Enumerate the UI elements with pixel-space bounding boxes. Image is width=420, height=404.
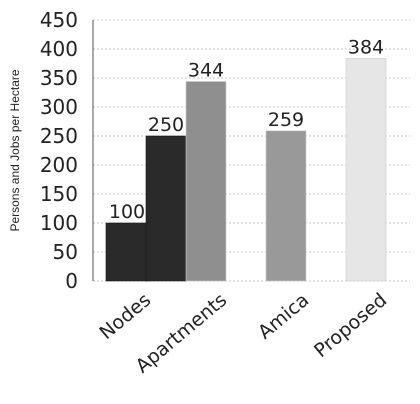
value-labels: 100 250 344 259 384 [109, 36, 384, 223]
category-label-amica: Amica [254, 289, 313, 344]
y-tick-label: 250 [40, 124, 78, 148]
bars [105, 57, 387, 282]
y-tick-label: 100 [40, 211, 78, 235]
bar-nodes-0 [105, 222, 149, 282]
bar-proposed-4 [345, 57, 387, 282]
category-label-proposed: Proposed [310, 289, 391, 362]
bar-apartments-2 [185, 81, 227, 282]
y-tick-labels: 0 50 100 150 200 250 300 350 400 450 [40, 8, 78, 293]
value-label: 100 [109, 201, 145, 223]
bar-amica-3 [265, 130, 307, 282]
category-label-nodes: Nodes [95, 289, 155, 344]
y-tick-label: 150 [40, 182, 78, 206]
y-tick-label: 350 [40, 66, 78, 90]
value-label: 250 [148, 114, 184, 136]
y-tick-label: 50 [53, 240, 78, 264]
y-axis-label: Persons and Jobs per Hectare [8, 69, 22, 231]
y-tick-label: 0 [65, 269, 78, 293]
value-label: 384 [348, 36, 384, 58]
bar-nodes-1 [145, 135, 187, 282]
y-tick-label: 300 [40, 95, 78, 119]
value-label: 259 [268, 109, 304, 131]
y-tick-label: 200 [40, 153, 78, 177]
y-tick-label: 450 [40, 8, 78, 32]
y-tick-label: 400 [40, 37, 78, 61]
value-label: 344 [188, 59, 224, 81]
